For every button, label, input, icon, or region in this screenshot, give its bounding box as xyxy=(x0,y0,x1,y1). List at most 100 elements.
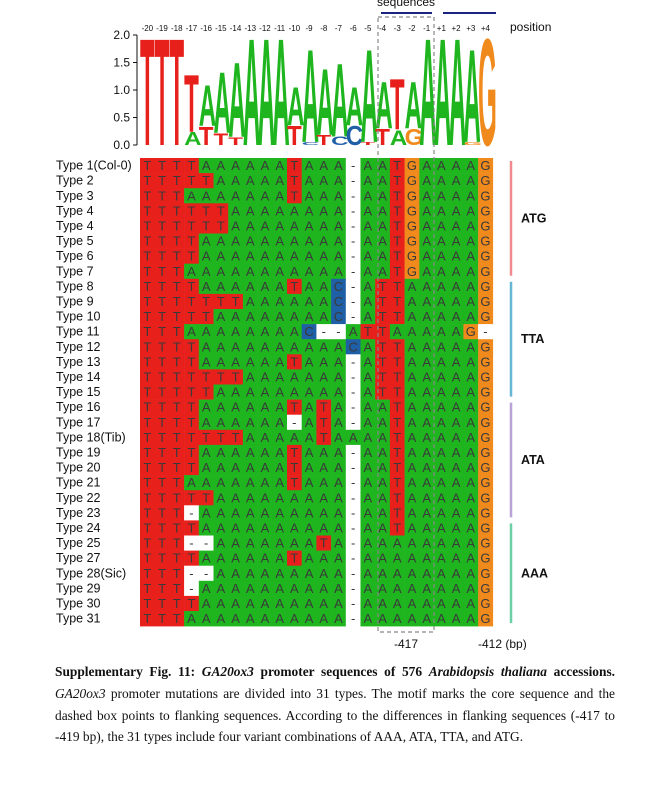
position-tick-label: -3 xyxy=(394,24,402,33)
alignment-cell xyxy=(257,565,273,582)
alignment-base: A xyxy=(275,264,284,279)
alignment-cell xyxy=(272,460,288,476)
alignment-base: A xyxy=(275,566,284,581)
alignment-base: A xyxy=(231,203,240,218)
alignment-cell xyxy=(272,203,288,219)
alignment-base: A xyxy=(437,354,446,369)
alignment-cell xyxy=(478,339,494,355)
alignment-base: A xyxy=(290,203,299,218)
alignment-cell xyxy=(257,444,273,461)
alignment-cell xyxy=(213,460,229,476)
alignment-cell xyxy=(272,324,288,340)
alignment-base: A xyxy=(290,309,299,324)
alignment-base: A xyxy=(408,611,417,626)
alignment-cell xyxy=(272,278,288,295)
alignment-base: T xyxy=(158,173,166,188)
alignment-base: A xyxy=(217,536,226,551)
alignment-cell xyxy=(301,535,317,551)
alignment-base: A xyxy=(452,173,461,188)
alignment-base: A xyxy=(290,339,299,354)
alignment-base: A xyxy=(422,279,431,294)
alignment-cell xyxy=(434,309,449,325)
alignment-base: A xyxy=(422,415,431,430)
alignment-base: A xyxy=(452,596,461,611)
alignment-cell xyxy=(331,490,347,506)
alignment-base: - xyxy=(189,536,193,551)
alignment-cell xyxy=(478,595,494,612)
alignment-base: A xyxy=(290,490,299,505)
alignment-base: - xyxy=(351,173,355,188)
alignment-base: A xyxy=(187,611,196,626)
alignment-cell xyxy=(257,595,273,612)
alignment-base: G xyxy=(480,370,490,385)
alignment-base: A xyxy=(305,188,314,203)
alignment-cell xyxy=(198,399,214,415)
alignment-cell xyxy=(419,580,435,597)
alignment-cell xyxy=(434,490,449,506)
alignment-base: A xyxy=(290,505,299,520)
alignment-base: A xyxy=(246,445,255,460)
alignment-cell xyxy=(257,580,273,597)
alignment-base: A xyxy=(319,158,328,173)
position-tick-label: -16 xyxy=(200,24,212,33)
alignment-cell xyxy=(360,490,376,506)
alignment-base: A xyxy=(261,445,270,460)
alignment-cell xyxy=(463,158,479,174)
alignment-cell xyxy=(316,369,332,385)
alignment-cell xyxy=(463,460,479,476)
position-tick-label: -7 xyxy=(335,24,343,33)
bottom-label-right: -412 (bp) xyxy=(478,637,527,650)
alignment-base: A xyxy=(217,309,226,324)
alignment-base: T xyxy=(173,234,181,249)
alignment-base: T xyxy=(143,611,151,626)
alignment-base: A xyxy=(452,460,461,475)
logo-letter: T xyxy=(140,8,155,178)
alignment-base: A xyxy=(246,279,255,294)
alignment-base: A xyxy=(319,505,328,520)
alignment-base: A xyxy=(408,400,417,415)
alignment-cell xyxy=(419,188,435,204)
alignment-cell xyxy=(316,158,332,174)
alignment-base: T xyxy=(379,279,387,294)
alignment-cell xyxy=(316,444,332,461)
alignment-base: T xyxy=(217,294,225,309)
alignment-cell xyxy=(242,550,258,566)
logo-letter: A xyxy=(272,8,289,178)
alignment-cell xyxy=(375,595,391,612)
alignment-base: T xyxy=(158,385,166,400)
alignment-cell xyxy=(213,490,229,506)
alignment-cell xyxy=(272,158,288,174)
alignment-cell xyxy=(448,324,464,340)
alignment-base: A xyxy=(231,566,240,581)
alignment-cell xyxy=(478,535,494,551)
alignment-base: A xyxy=(422,430,431,445)
alignment-cell xyxy=(301,233,317,249)
alignment-cell xyxy=(375,580,391,597)
alignment-base: T xyxy=(320,400,328,415)
alignment-base: A xyxy=(246,249,255,264)
alignment-base: A xyxy=(261,490,270,505)
alignment-base: T xyxy=(173,264,181,279)
alignment-cell xyxy=(272,263,288,280)
alignment-base: A xyxy=(378,173,387,188)
alignment-base: A xyxy=(231,279,240,294)
alignment-cell xyxy=(419,490,435,506)
alignment-cell xyxy=(463,384,479,400)
alignment-base: A xyxy=(437,219,446,234)
alignment-base: A xyxy=(275,219,284,234)
alignment-cell xyxy=(448,309,464,325)
alignment-cell xyxy=(272,218,288,234)
alignment-cell xyxy=(316,248,332,264)
alignment-base: A xyxy=(231,249,240,264)
alignment-base: A xyxy=(202,339,211,354)
alignment-base: T xyxy=(393,203,401,218)
alignment-cell xyxy=(316,399,332,415)
logo-glyph: A xyxy=(272,8,289,178)
type-name: Type 31 xyxy=(56,612,101,626)
alignment-cell xyxy=(316,460,332,476)
alignment-base: A xyxy=(364,188,373,203)
alignment-base: T xyxy=(202,385,210,400)
alignment-base: A xyxy=(364,354,373,369)
alignment-base: A xyxy=(202,475,211,490)
alignment-base: A xyxy=(275,158,284,173)
